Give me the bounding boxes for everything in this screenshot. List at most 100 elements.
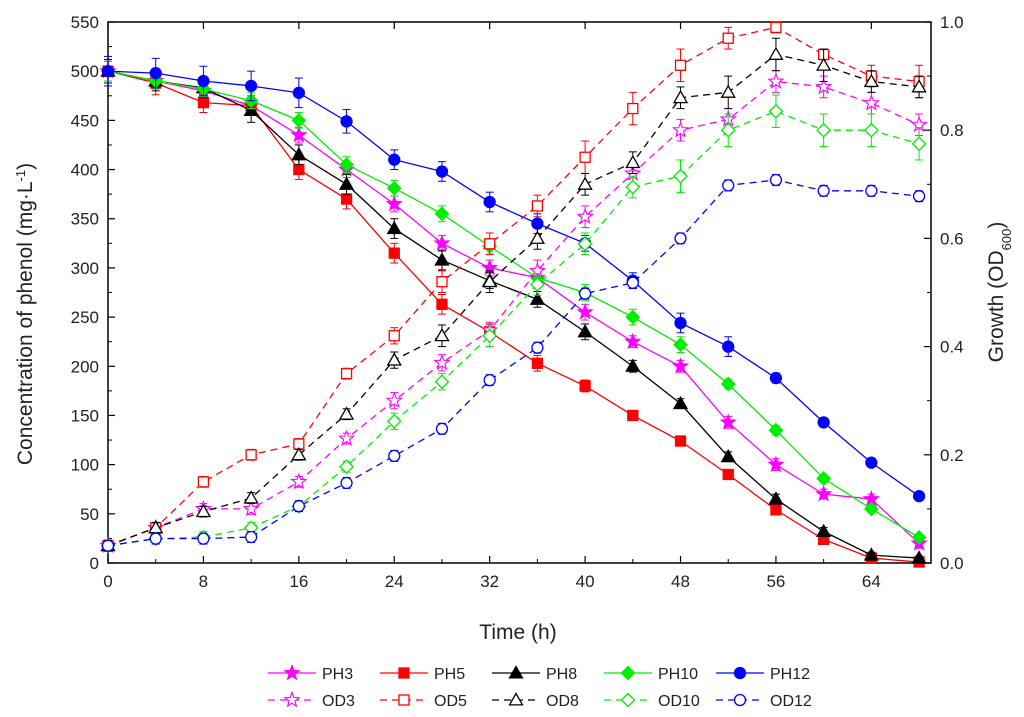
y-tick-label: 400 (71, 161, 99, 180)
data-point-od10 (816, 122, 832, 138)
legend-marker (283, 690, 301, 708)
legend: PH3 PH5 PH8 PH10 PH12 OD3 OD5 OD8 OD10 OD12 (268, 663, 812, 710)
data-point-od10 (911, 136, 927, 152)
legend-label: PH5 (434, 666, 465, 683)
axes: 0 8 16 24 32 40 48 56 64 0 50 100 150 200 250 300 350 400… (71, 13, 964, 591)
data-point-ph5 (340, 193, 353, 205)
series-line-od5 (107, 26, 920, 547)
legend-item-ph3: PH3 (268, 663, 353, 683)
legend-marker (733, 666, 747, 680)
y-tick-label: 0 (90, 554, 99, 573)
data-point-ph8 (529, 291, 546, 305)
legend-marker (620, 665, 636, 681)
data-point-ph8 (816, 523, 832, 538)
y-tick-label: 200 (71, 357, 99, 376)
data-point-od10 (386, 413, 402, 429)
legend-item-od10: OD10 (604, 692, 700, 710)
legend-marker (620, 692, 636, 708)
data-point-od3 (242, 499, 260, 517)
data-point-od8 (816, 57, 832, 71)
data-point-od3 (385, 391, 403, 409)
series-ph8 (100, 58, 927, 564)
data-point-ph5 (579, 380, 591, 392)
data-point-ph10 (720, 376, 736, 392)
data-point-od12 (483, 373, 496, 387)
data-point-ph8 (434, 252, 450, 266)
data-point-ph3 (671, 357, 690, 374)
data-point-ph8 (720, 448, 736, 463)
series-ph3 (99, 60, 928, 551)
legend-item-ph8: PH8 (492, 665, 577, 683)
data-point-od5 (245, 449, 257, 461)
data-point-od5 (770, 21, 782, 34)
data-point-ph10 (291, 112, 307, 128)
data-point-od8 (386, 352, 402, 366)
data-point-od10 (482, 328, 498, 344)
data-point-od12 (674, 232, 687, 245)
y-tick-label: 500 (71, 62, 99, 81)
data-point-ph12 (197, 74, 210, 88)
legend-label: PH10 (658, 666, 698, 683)
data-point-ph5 (197, 97, 210, 109)
data-point-ph12 (388, 153, 401, 166)
data-point-ph10 (768, 422, 784, 438)
data-point-ph10 (339, 157, 354, 173)
legend-marker (283, 663, 301, 681)
data-point-od8 (672, 89, 689, 104)
data-point-od8 (195, 503, 212, 518)
data-point-ph8 (768, 491, 784, 505)
data-point-od3 (576, 207, 594, 225)
legend-item-od8: OD8 (492, 692, 579, 710)
data-point-od5 (722, 32, 734, 44)
y-axis-title: Concentration of phenol (mg·L-1) (13, 163, 38, 465)
data-point-od5 (340, 367, 353, 380)
data-point-od12 (865, 184, 878, 197)
legend-marker (733, 693, 747, 707)
legend-item-ph10: PH10 (604, 665, 698, 683)
x-tick-label: 8 (199, 572, 208, 591)
data-point-ph10 (911, 530, 927, 545)
data-point-od12 (817, 184, 830, 197)
data-point-od8 (482, 273, 498, 288)
data-point-ph8 (243, 102, 259, 117)
data-point-ph5 (627, 409, 639, 422)
y-tick-label: 450 (71, 111, 99, 130)
data-point-od12 (435, 422, 449, 435)
series-line-ph8 (107, 70, 920, 559)
y2-tick-label: 0.4 (940, 338, 964, 357)
series-od5 (102, 21, 925, 552)
data-point-od3 (671, 121, 690, 138)
data-point-ph10 (863, 501, 879, 517)
data-point-od10 (339, 459, 354, 475)
x-axis-title: Time (h) (479, 621, 556, 644)
x-tick-label: 56 (766, 572, 785, 591)
series-ph5 (102, 60, 925, 568)
data-point-od5 (579, 151, 591, 163)
legend-label: PH12 (770, 666, 810, 683)
data-point-od8 (243, 490, 259, 504)
data-point-od10 (720, 122, 736, 138)
data-point-od8 (625, 154, 641, 169)
legend-marker (508, 692, 524, 706)
data-point-od12 (769, 173, 783, 187)
legend-item-ph5: PH5 (380, 666, 465, 683)
x-tick-label: 48 (671, 572, 690, 591)
data-point-od8 (291, 446, 307, 461)
data-point-ph12 (817, 416, 830, 429)
data-point-ph3 (624, 332, 642, 350)
legend-label: OD10 (658, 693, 700, 710)
data-point-ph5 (770, 504, 782, 516)
data-point-od5 (436, 276, 448, 288)
data-point-od10 (673, 168, 688, 184)
data-point-od12 (388, 449, 401, 463)
data-point-od3 (767, 72, 785, 89)
series-layer (99, 21, 928, 568)
legend-label: PH8 (546, 666, 577, 683)
x-tick-label: 0 (103, 572, 112, 591)
data-point-ph12 (769, 371, 783, 385)
data-point-ph10 (386, 180, 402, 196)
x-tick-label: 32 (480, 572, 499, 591)
data-point-ph10 (625, 309, 641, 325)
legend-label: OD5 (434, 693, 467, 710)
